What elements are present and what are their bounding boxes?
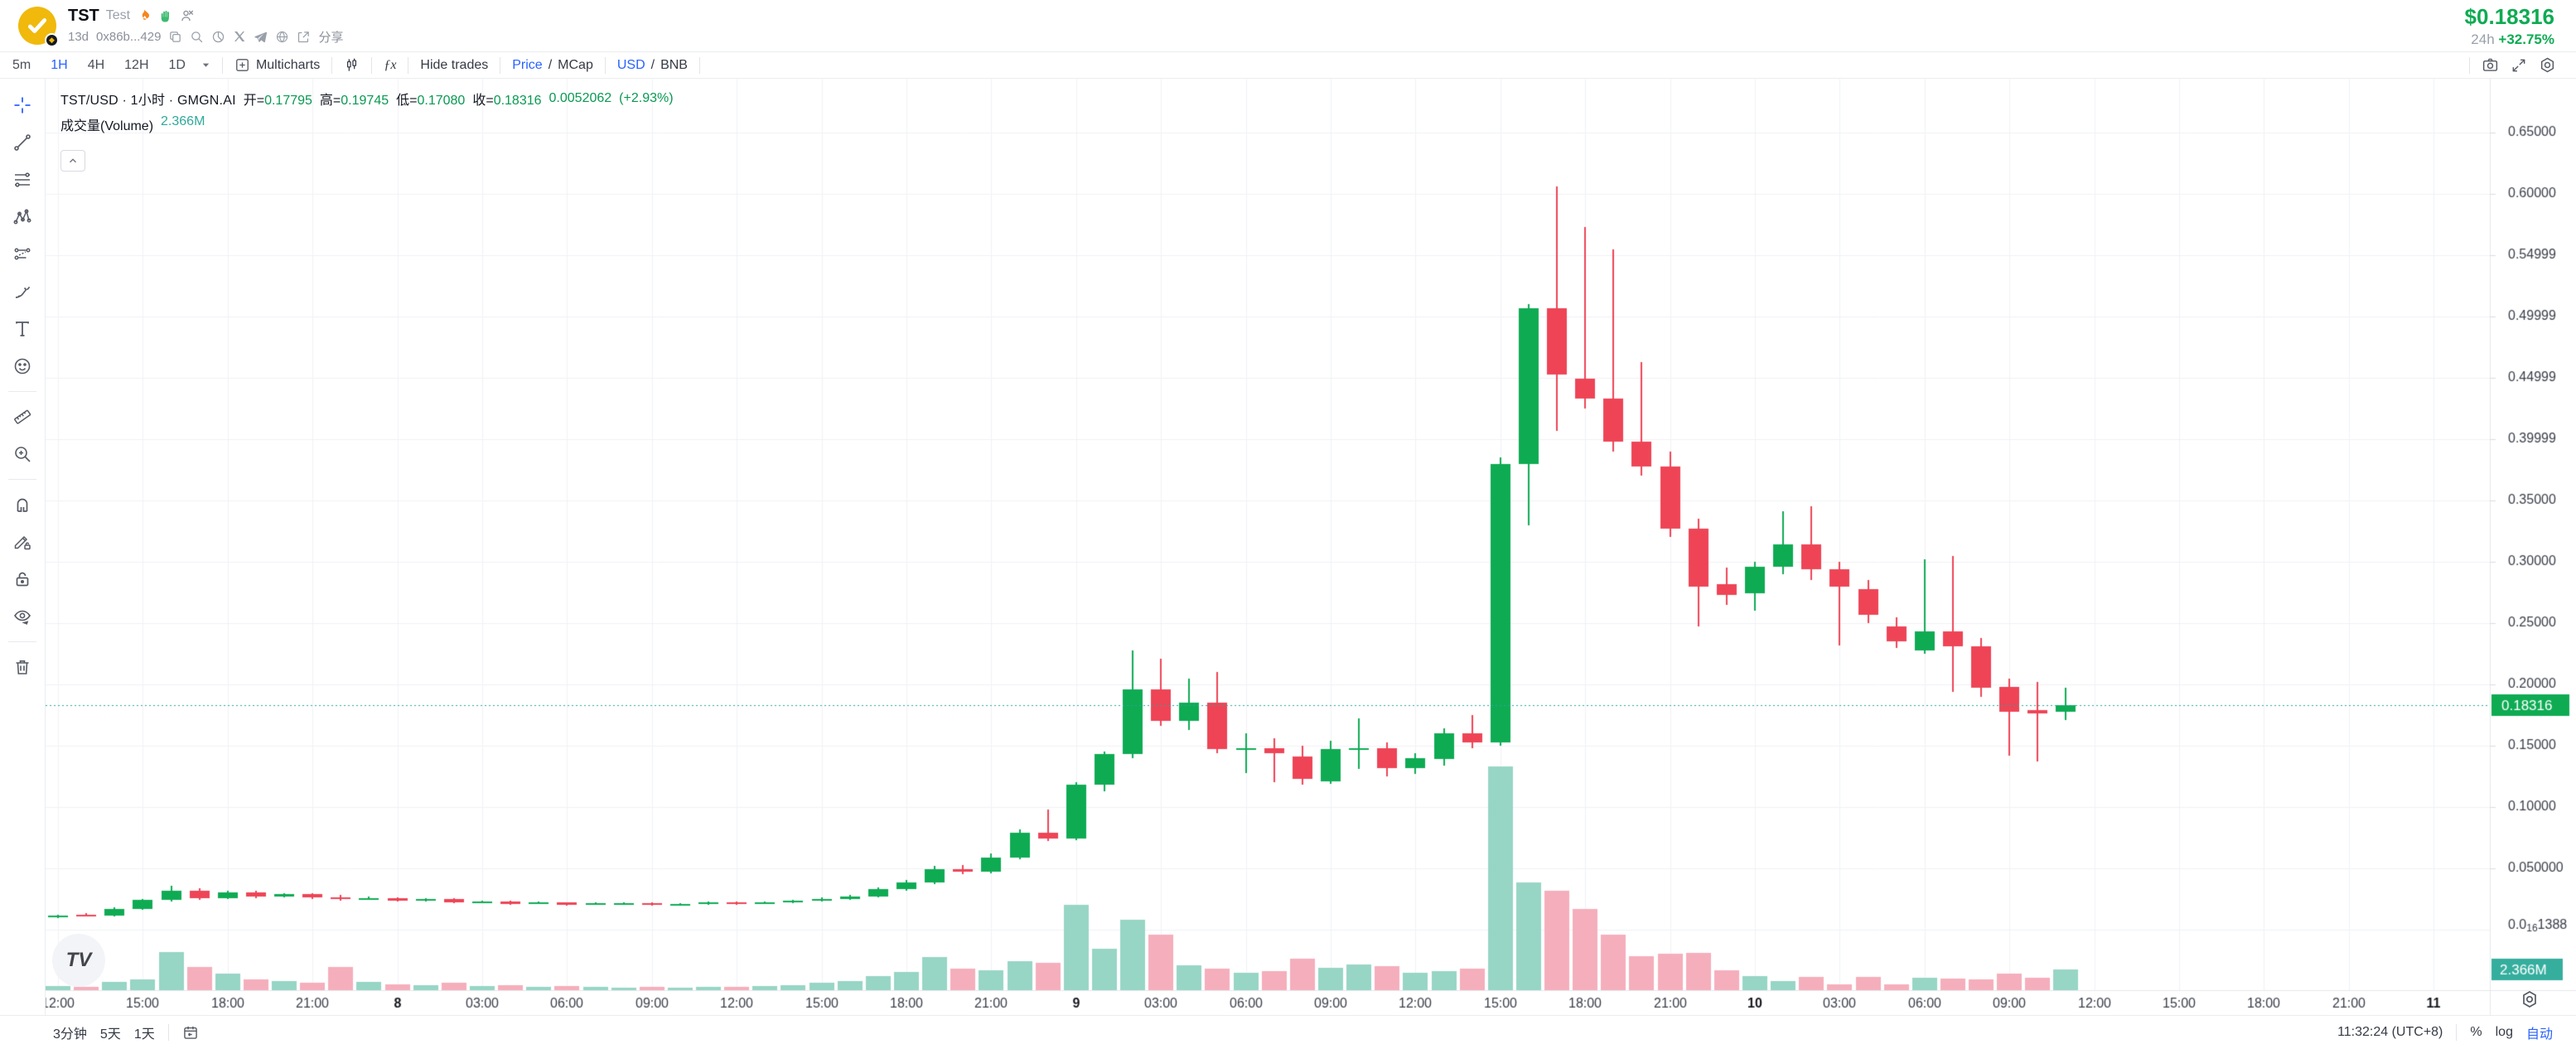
bsc-chain-badge-icon: ◆ — [45, 33, 59, 47]
ohlc-high: 0.19745 — [341, 94, 389, 108]
range-5day-button[interactable]: 5天 — [99, 1027, 121, 1042]
divider — [8, 641, 36, 642]
divider — [221, 56, 223, 74]
timeframe-5m[interactable]: 5m — [12, 57, 31, 72]
remove-drawings-tool[interactable] — [7, 652, 37, 682]
magnet-tool[interactable] — [7, 490, 37, 520]
measure-ruler-tool[interactable] — [7, 402, 37, 432]
divider — [604, 56, 606, 74]
change-period-label: 24h — [2471, 31, 2495, 47]
token-address[interactable]: 0x86b...429 — [96, 29, 162, 44]
hide-drawings-tool[interactable] — [7, 602, 37, 631]
dev-status-icon — [180, 8, 195, 23]
chart-toolbar: 5m 1H 4H 12H 1D Multicharts ƒx Hide trad… — [0, 51, 2576, 79]
auto-scale-button[interactable]: 自动 — [2525, 1027, 2553, 1042]
emoji-tool[interactable] — [7, 351, 37, 381]
fullscreen-icon[interactable] — [2511, 57, 2527, 74]
range-1day-button[interactable]: 1天 — [133, 1027, 155, 1042]
time-range-bar: 3分钟 5天 1天 11:32:24 (UTC+8) % log 自动 — [0, 1015, 2576, 1049]
ohlc-open: 0.17795 — [264, 94, 312, 108]
divider — [371, 56, 373, 74]
indicators-icon[interactable]: ƒx — [384, 57, 397, 72]
divider — [8, 479, 36, 480]
fire-badge-icon — [137, 8, 152, 23]
trendline-tool[interactable] — [7, 128, 37, 157]
chart-pane: TST/USD · 1小时 · GMGN.AI 开=0.17795 高=0.19… — [46, 79, 2576, 1015]
range-3min-button[interactable]: 3分钟 — [53, 1027, 87, 1042]
price-mcap-toggle[interactable]: Price / MCap — [512, 57, 593, 72]
chart-pie-icon[interactable] — [211, 30, 225, 44]
telegram-icon[interactable] — [254, 30, 268, 44]
ohlc-low: 0.17080 — [417, 94, 466, 108]
external-link-icon[interactable] — [297, 30, 311, 44]
divider — [698, 56, 700, 74]
divider — [2469, 56, 2470, 74]
search-icon[interactable] — [190, 30, 204, 44]
multicharts-button[interactable]: Multicharts — [234, 57, 320, 73]
timeframe-1d[interactable]: 1D — [168, 57, 186, 72]
ohlc-close: 0.18316 — [493, 94, 542, 108]
tradingview-watermark: TV — [52, 934, 105, 987]
volume-indicator-label: 成交量(Volume) — [60, 119, 154, 133]
usd-bnb-toggle[interactable]: USD / BNB — [616, 57, 688, 72]
token-symbol: TST — [68, 6, 99, 25]
token-age: 13d — [68, 29, 89, 44]
log-scale-button[interactable]: log — [2495, 1025, 2513, 1039]
change-24h-value: +32.75% — [2498, 31, 2554, 47]
chart-settings-gear-icon[interactable] — [2539, 56, 2556, 74]
chart-style-candles-icon[interactable] — [344, 57, 360, 73]
projection-tool[interactable] — [7, 239, 37, 269]
divider — [331, 56, 333, 74]
collapse-panel-button[interactable] — [60, 150, 85, 172]
price-chart-canvas[interactable] — [46, 79, 2576, 1015]
chart-symbol-title: TST/USD · 1小时 · GMGN.AI — [60, 94, 236, 108]
share-button[interactable]: 分享 — [318, 30, 344, 45]
copy-address-icon[interactable] — [168, 30, 182, 44]
crosshair-tool[interactable] — [7, 90, 37, 120]
go-to-date-calendar-icon[interactable] — [182, 1024, 199, 1041]
token-avatar: ◆ — [18, 7, 59, 47]
xabcd-pattern-tool[interactable] — [7, 202, 37, 232]
volume-indicator-value: 2.366M — [161, 114, 205, 128]
divider — [167, 1024, 169, 1041]
fib-lines-tool[interactable] — [7, 165, 37, 195]
text-tool[interactable] — [7, 314, 37, 344]
token-header: ◆ TST Test 13d 0x86b...429 — [0, 0, 2576, 51]
brush-tool[interactable] — [7, 277, 37, 307]
drawing-toolbar — [0, 79, 46, 1015]
screenshot-camera-icon[interactable] — [2482, 56, 2499, 74]
percent-scale-button[interactable]: % — [2470, 1025, 2482, 1039]
change-percent: (+2.93%) — [619, 91, 674, 105]
diamond-hand-badge-icon — [158, 8, 173, 23]
current-price: $0.18316 — [2464, 3, 2554, 29]
zoom-in-tool[interactable] — [7, 439, 37, 469]
lock-drawings-tool[interactable] — [7, 564, 37, 594]
hide-trades-button[interactable]: Hide trades — [420, 57, 489, 72]
timeframe-1h[interactable]: 1H — [51, 57, 68, 72]
axis-settings-gear-icon[interactable] — [2520, 989, 2540, 1009]
drawing-mode-tool[interactable] — [7, 527, 37, 557]
token-logo-icon — [18, 7, 56, 45]
divider — [2456, 1024, 2458, 1041]
timeframe-4h[interactable]: 4H — [87, 57, 105, 72]
timeframe-12h[interactable]: 12H — [124, 57, 149, 72]
timeframe-dropdown-caret-icon[interactable] — [201, 60, 210, 70]
token-name: Test — [105, 8, 131, 22]
clock-timezone-button[interactable]: 11:32:24 (UTC+8) — [2337, 1025, 2443, 1039]
x-twitter-icon[interactable] — [233, 30, 246, 43]
change-absolute: 0.0052062 — [549, 91, 612, 105]
website-globe-icon[interactable] — [275, 30, 289, 44]
chart-legend: TST/USD · 1小时 · GMGN.AI 开=0.17795 高=0.19… — [60, 89, 674, 134]
divider — [8, 391, 36, 392]
